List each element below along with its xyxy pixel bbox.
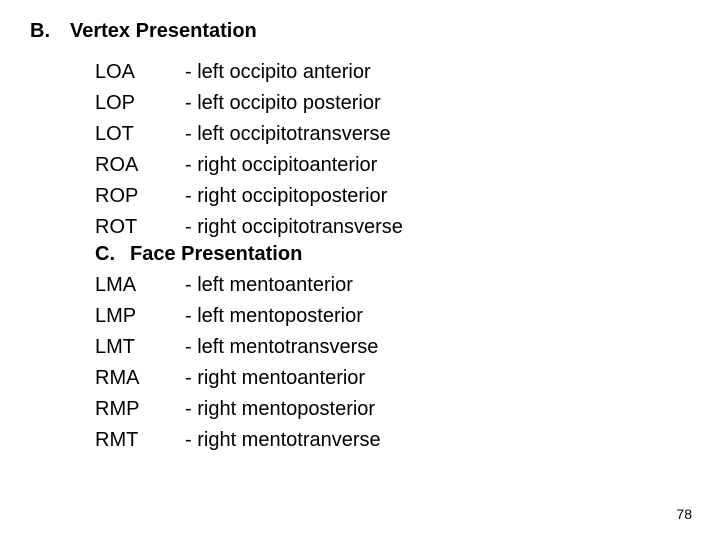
item-desc: - left mentoanterior [185,270,690,301]
item-abbrev: RMP [95,394,185,425]
section-b-header: B. Vertex Presentation [30,20,690,43]
item-abbrev: ROP [95,181,185,212]
list-item: RMP - right mentoposterior [95,394,690,425]
item-desc: - right occipitotransverse [185,212,690,243]
item-desc: - right occipitoposterior [185,181,690,212]
item-abbrev: ROA [95,150,185,181]
section-b-marker: B. [30,20,70,43]
item-desc: - right mentotranverse [185,425,690,456]
item-desc: - right occipitoanterior [185,150,690,181]
item-abbrev: LMA [95,270,185,301]
list-item: LMT - left mentotransverse [95,332,690,363]
section-c-header: C. Face Presentation [95,243,690,266]
item-desc: - left occipito anterior [185,57,690,88]
list-item: RMT - right mentotranverse [95,425,690,456]
item-abbrev: LOP [95,88,185,119]
list-item: ROA - right occipitoanterior [95,150,690,181]
item-abbrev: LOT [95,119,185,150]
item-desc: - right mentoposterior [185,394,690,425]
item-abbrev: RMT [95,425,185,456]
list-item: LOA - left occipito anterior [95,57,690,88]
list-item: RMA - right mentoanterior [95,363,690,394]
section-c-title: Face Presentation [130,243,302,266]
list-item: LMA - left mentoanterior [95,270,690,301]
list-item: ROT - right occipitotransverse [95,212,690,243]
item-abbrev: ROT [95,212,185,243]
item-abbrev: LOA [95,57,185,88]
section-c-wrapper: C. Face Presentation LMA - left mentoant… [30,243,690,456]
item-abbrev: LMP [95,301,185,332]
section-b-list: LOA - left occipito anterior LOP - left … [30,57,690,243]
list-item: LMP - left mentoposterior [95,301,690,332]
item-desc: - left occipito posterior [185,88,690,119]
item-desc: - right mentoanterior [185,363,690,394]
item-desc: - left occipitotransverse [185,119,690,150]
item-desc: - left mentoposterior [185,301,690,332]
list-item: LOT - left occipitotransverse [95,119,690,150]
list-item: LOP - left occipito posterior [95,88,690,119]
section-b-title: Vertex Presentation [70,20,257,43]
item-abbrev: LMT [95,332,185,363]
item-desc: - left mentotransverse [185,332,690,363]
item-abbrev: RMA [95,363,185,394]
section-c-marker: C. [65,243,130,266]
list-item: ROP - right occipitoposterior [95,181,690,212]
page-number: 78 [676,506,692,522]
